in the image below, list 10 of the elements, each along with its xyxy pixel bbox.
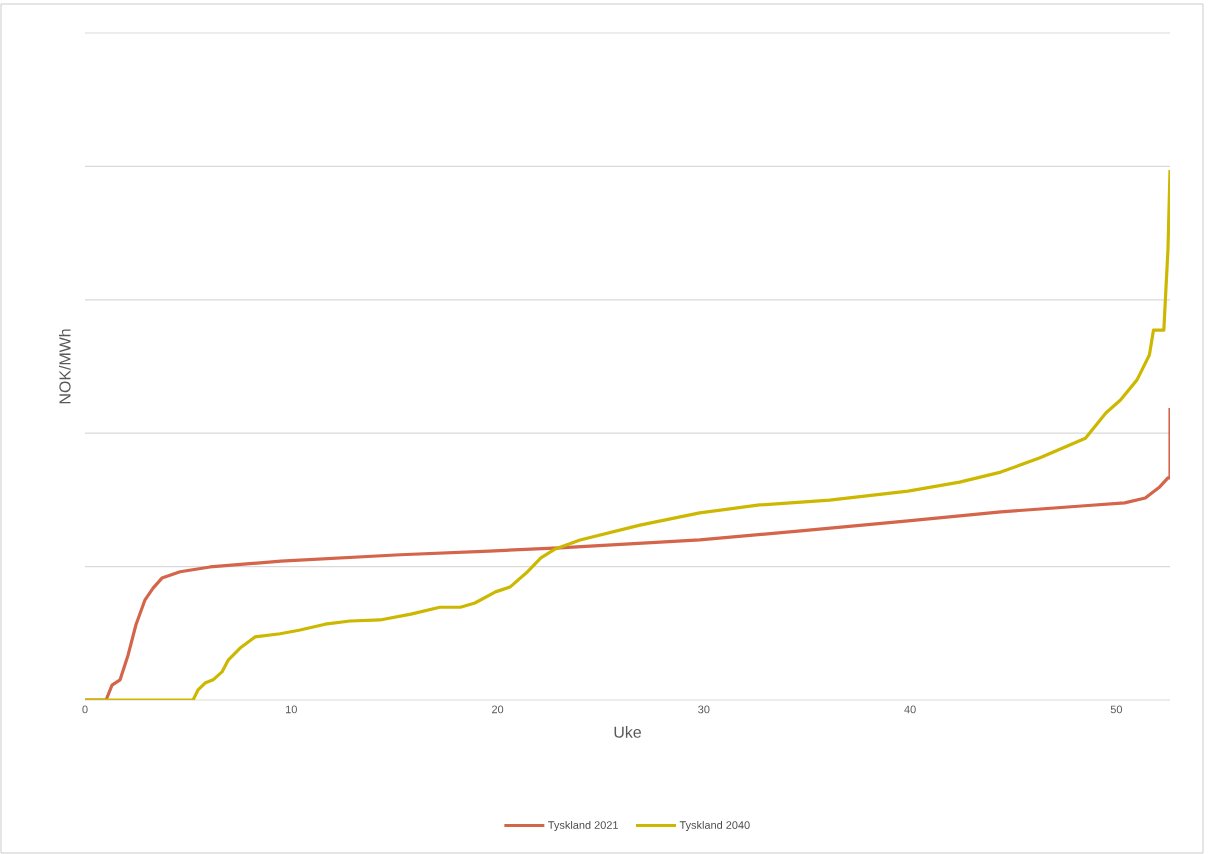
- legend-label: Tyskland 2021: [548, 820, 618, 832]
- x-tick-label: 40: [904, 705, 916, 714]
- x-axis-title: Uke: [614, 726, 641, 738]
- x-tick-label: 50: [1110, 705, 1123, 714]
- y-axis-title: NOK/MWh: [58, 329, 71, 404]
- x-tick-label: 20: [492, 705, 504, 714]
- legend-label: Tyskland 2040: [679, 820, 750, 832]
- x-tick-label: 10: [286, 705, 297, 714]
- x-tick-label: 30: [698, 705, 710, 714]
- x-tick-label: 0: [82, 705, 88, 714]
